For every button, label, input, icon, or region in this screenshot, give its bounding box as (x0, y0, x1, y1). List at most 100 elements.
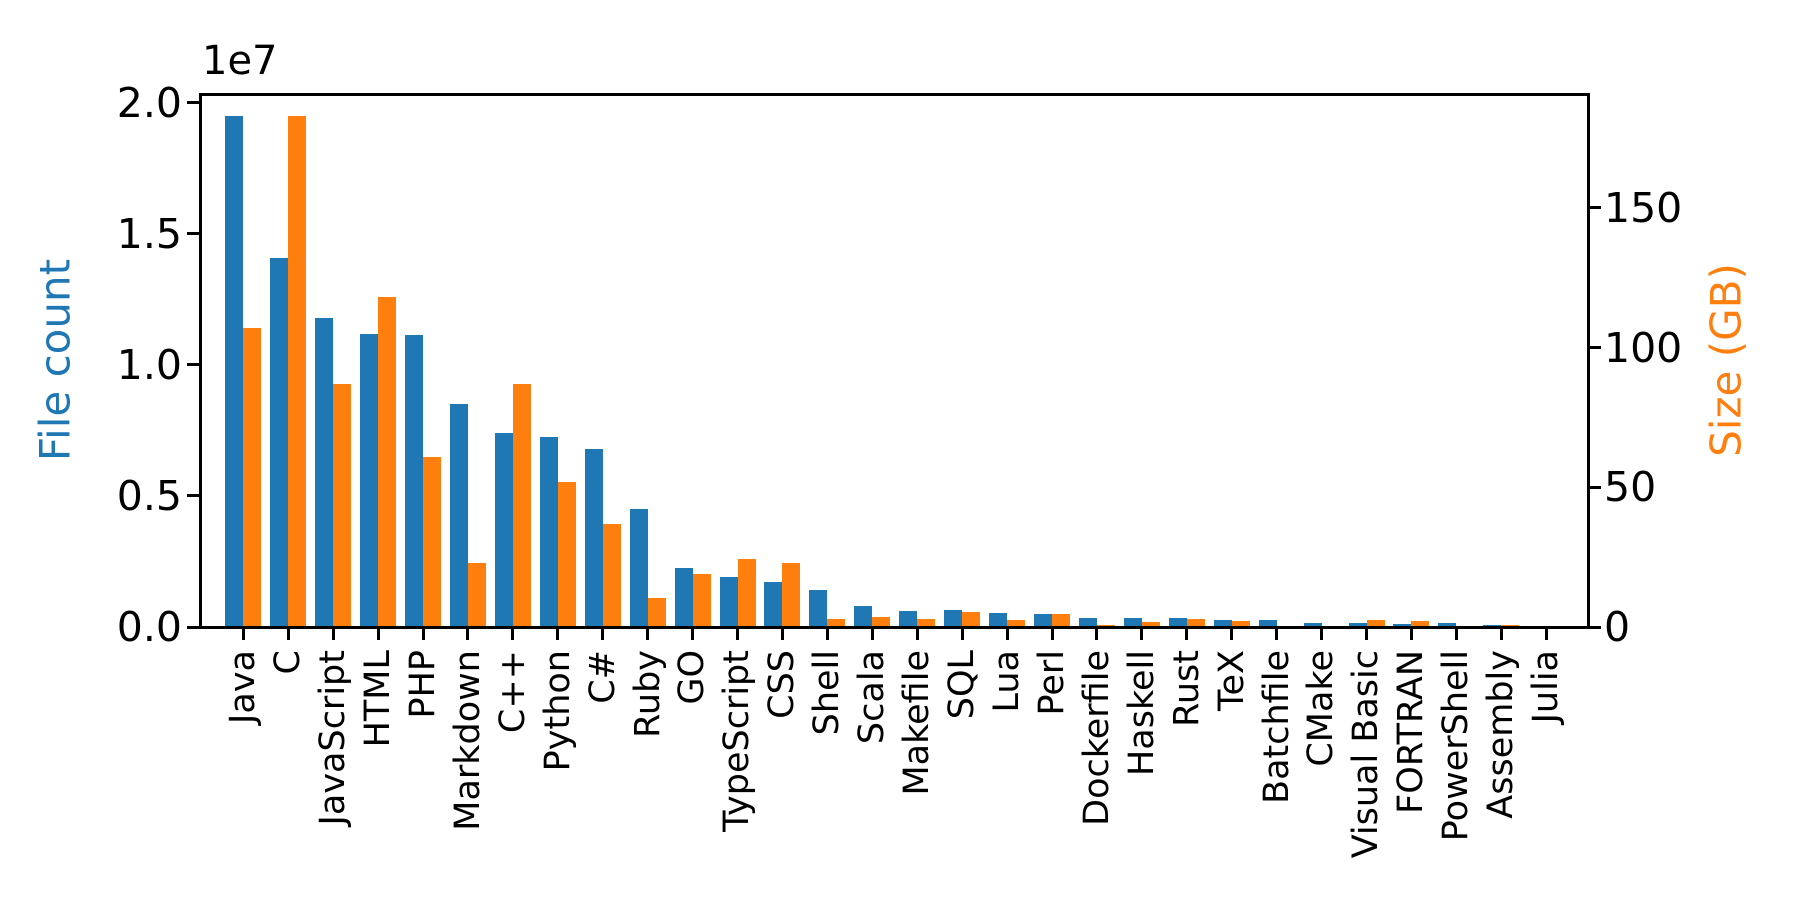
x-tick-label-text-c: C++ (492, 650, 533, 734)
x-tick-label-java: Java (221, 650, 266, 724)
bar-size-gb-shell (827, 618, 846, 627)
left-y-tick-label-1.5: 1.5 (116, 209, 182, 258)
x-tick-label-text-javascript: JavaScript (313, 650, 354, 826)
x-tick-label-text-python: Python (537, 650, 578, 772)
x-tick-typescript (736, 628, 740, 640)
x-tick-label-typescript: TypeScript (715, 650, 760, 832)
right-y-tick-100 (1589, 346, 1601, 350)
x-tick-label-html: HTML (356, 650, 401, 747)
x-tick-label-text-dockerfile: Dockerfile (1076, 650, 1117, 826)
x-tick-label-perl: Perl (1030, 650, 1075, 716)
right-y-tick-label-0: 0 (1604, 603, 1631, 651)
x-tick-label-makefile: Makefile (895, 650, 940, 796)
x-tick-label-text-sql: SQL (942, 650, 983, 720)
bar-file-count-sql (944, 609, 963, 627)
bar-file-count-perl (1034, 613, 1053, 627)
bar-file-count-batchfile (1258, 620, 1277, 627)
left-y-tick-2.0 (187, 101, 199, 105)
x-tick-label-text-scala: Scala (852, 650, 893, 745)
x-tick-label-text-rust: Rust (1166, 650, 1207, 727)
x-tick-dockerfile (1095, 628, 1099, 640)
x-tick-cmake (1320, 628, 1324, 640)
x-tick-html (376, 628, 380, 640)
x-tick-batchfile (1275, 628, 1279, 640)
bar-file-count-javascript (315, 317, 334, 627)
x-tick-label-ruby: Ruby (625, 650, 670, 738)
x-tick-tex (1230, 628, 1234, 640)
x-tick-label-text-c: C (268, 650, 309, 675)
bar-size-gb-perl (1052, 614, 1071, 627)
bar-file-count-fortran (1393, 623, 1412, 627)
x-tick-sql (960, 628, 964, 640)
x-tick-lua (1005, 628, 1009, 640)
x-tick-label-text-makefile: Makefile (897, 650, 938, 796)
x-tick-label-text-perl: Perl (1031, 650, 1072, 716)
bar-file-count-css (764, 582, 783, 627)
x-tick-label-visual-basic: Visual Basic (1344, 650, 1389, 858)
bar-size-gb-markdown (467, 562, 486, 627)
x-tick-assembly (1499, 628, 1503, 640)
bar-file-count-scala (854, 606, 873, 627)
x-tick-go (691, 628, 695, 640)
x-tick-label-text-shell: Shell (807, 650, 848, 736)
bar-size-gb-dockerfile (1096, 625, 1115, 627)
x-tick-label-text-css: CSS (762, 650, 803, 719)
bar-file-count-cmake (1303, 623, 1322, 627)
x-tick-label-fortran: FORTRAN (1389, 650, 1434, 814)
bar-file-count-c (584, 448, 603, 627)
bar-file-count-dockerfile (1078, 618, 1097, 627)
right-y-tick-label-150: 150 (1604, 183, 1683, 232)
bar-file-count-julia (1528, 625, 1547, 627)
x-tick-javascript (331, 628, 335, 640)
x-tick-label-markdown: Markdown (445, 650, 490, 831)
bar-file-count-ruby (629, 509, 648, 627)
bar-file-count-php (405, 334, 424, 627)
bar-file-count-c (494, 433, 513, 627)
x-tick-c (511, 628, 515, 640)
bar-file-count-shell (809, 590, 828, 627)
bar-file-count-assembly (1483, 624, 1502, 627)
x-tick-label-julia: Julia (1524, 650, 1569, 723)
bar-file-count-html (360, 333, 379, 627)
left-y-tick-0.0 (187, 625, 199, 629)
x-tick-markdown (466, 628, 470, 640)
x-tick-label-python: Python (535, 650, 580, 771)
x-tick-java (241, 628, 245, 640)
left-y-tick-1.0 (187, 363, 199, 367)
bar-file-count-visual-basic (1348, 623, 1367, 627)
x-tick-rust (1185, 628, 1189, 640)
x-tick-label-c: C# (580, 650, 625, 704)
x-tick-label-text-fortran: FORTRAN (1391, 650, 1432, 814)
bar-size-gb-assembly (1501, 625, 1520, 627)
x-tick-label-rust: Rust (1164, 650, 1209, 727)
x-tick-label-c: C (266, 650, 311, 674)
right-y-tick-0 (1589, 625, 1601, 629)
left-y-tick-label-0.5: 0.5 (116, 471, 182, 520)
bar-file-count-python (539, 437, 558, 627)
x-tick-powershell (1454, 628, 1458, 640)
bar-size-gb-lua (1007, 620, 1026, 627)
bar-size-gb-c (288, 115, 307, 627)
bar-file-count-haskell (1123, 618, 1142, 627)
x-tick-c (286, 628, 290, 640)
x-tick-c (601, 628, 605, 640)
x-tick-label-go: GO (670, 650, 715, 705)
x-tick-php (421, 628, 425, 640)
x-tick-haskell (1140, 628, 1144, 640)
right-y-tick-label-50: 50 (1604, 463, 1657, 512)
x-tick-label-php: PHP (401, 650, 446, 719)
left-y-tick-label-2.0: 2.0 (116, 78, 182, 127)
bar-size-gb-makefile (917, 618, 936, 627)
x-tick-label-tex: TeX (1209, 650, 1254, 711)
x-tick-label-text-ruby: Ruby (627, 650, 668, 738)
x-tick-label-text-php: PHP (402, 650, 443, 719)
bar-size-gb-ruby (647, 597, 666, 627)
bar-file-count-rust (1168, 618, 1187, 627)
x-tick-label-text-powershell: PowerShell (1436, 650, 1477, 842)
bar-file-count-go (674, 568, 693, 627)
left-y-tick-1.5 (187, 232, 199, 236)
x-tick-label-shell: Shell (805, 650, 850, 735)
bar-size-gb-html (378, 297, 397, 627)
bar-size-gb-visual-basic (1366, 620, 1385, 627)
